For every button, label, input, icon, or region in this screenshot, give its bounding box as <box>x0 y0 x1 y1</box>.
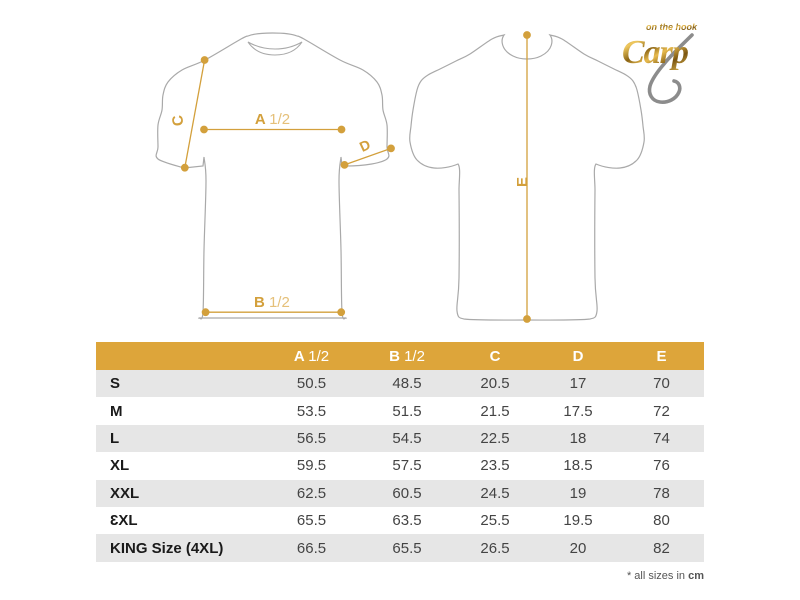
svg-text:B 1/2: B 1/2 <box>254 294 290 311</box>
svg-text:A 1/2: A 1/2 <box>255 111 290 128</box>
svg-text:Carp: Carp <box>622 34 688 71</box>
svg-text:on the hook: on the hook <box>646 22 698 32</box>
svg-text:C: C <box>169 114 187 127</box>
svg-text:E: E <box>514 177 531 187</box>
